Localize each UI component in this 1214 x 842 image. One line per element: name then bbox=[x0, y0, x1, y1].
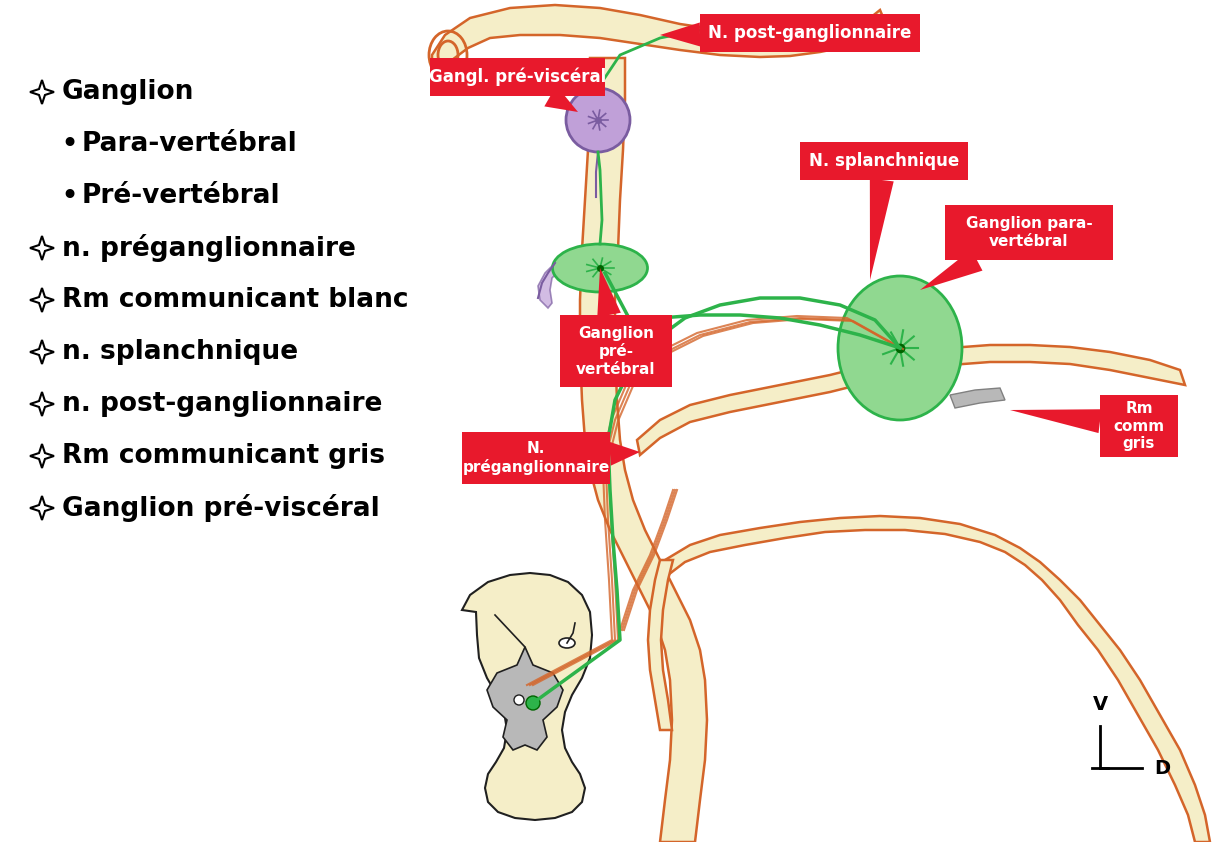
Ellipse shape bbox=[552, 244, 647, 292]
Polygon shape bbox=[432, 5, 885, 78]
Text: Ganglion para-
vertébral: Ganglion para- vertébral bbox=[965, 216, 1093, 248]
Polygon shape bbox=[544, 86, 578, 112]
Text: Gangl. pré-viscéral: Gangl. pré-viscéral bbox=[429, 67, 606, 86]
Text: Ganglion: Ganglion bbox=[62, 79, 194, 105]
FancyBboxPatch shape bbox=[700, 14, 920, 52]
Text: Pré-vertébral: Pré-vertébral bbox=[83, 183, 280, 209]
FancyBboxPatch shape bbox=[1100, 395, 1178, 457]
Text: Rm communicant gris: Rm communicant gris bbox=[62, 443, 385, 469]
Polygon shape bbox=[463, 573, 592, 820]
Circle shape bbox=[514, 695, 524, 705]
FancyBboxPatch shape bbox=[800, 142, 968, 180]
FancyBboxPatch shape bbox=[944, 205, 1113, 260]
Polygon shape bbox=[1010, 409, 1101, 433]
Text: Rm communicant blanc: Rm communicant blanc bbox=[62, 287, 408, 313]
Polygon shape bbox=[487, 647, 563, 750]
Text: N. post-ganglionnaire: N. post-ganglionnaire bbox=[708, 24, 912, 42]
Text: n. préganglionnaire: n. préganglionnaire bbox=[62, 234, 356, 262]
Text: N. splanchnique: N. splanchnique bbox=[809, 152, 959, 170]
Text: •: • bbox=[59, 130, 78, 158]
Polygon shape bbox=[597, 268, 620, 317]
Polygon shape bbox=[609, 442, 640, 466]
FancyBboxPatch shape bbox=[560, 315, 673, 387]
Polygon shape bbox=[951, 388, 1005, 408]
Text: n. splanchnique: n. splanchnique bbox=[62, 339, 299, 365]
Circle shape bbox=[526, 696, 540, 710]
Ellipse shape bbox=[558, 638, 575, 648]
Text: Ganglion
pré-
vertébral: Ganglion pré- vertébral bbox=[577, 326, 656, 376]
Text: Ganglion pré-viscéral: Ganglion pré-viscéral bbox=[62, 494, 380, 522]
Polygon shape bbox=[580, 58, 707, 842]
Polygon shape bbox=[920, 249, 982, 290]
Text: n. post-ganglionnaire: n. post-ganglionnaire bbox=[62, 391, 382, 417]
Text: Rm
comm
gris: Rm comm gris bbox=[1113, 401, 1164, 451]
Text: N.
préganglionnaire: N. préganglionnaire bbox=[463, 441, 609, 475]
Text: Para-vertébral: Para-vertébral bbox=[83, 131, 297, 157]
FancyBboxPatch shape bbox=[463, 432, 609, 484]
Polygon shape bbox=[660, 23, 700, 46]
Polygon shape bbox=[637, 345, 1185, 455]
Polygon shape bbox=[648, 560, 673, 730]
Polygon shape bbox=[538, 263, 560, 308]
Text: •: • bbox=[59, 182, 78, 210]
Text: D: D bbox=[1155, 759, 1170, 777]
Polygon shape bbox=[870, 179, 894, 280]
Polygon shape bbox=[665, 516, 1210, 842]
FancyBboxPatch shape bbox=[430, 58, 605, 96]
Ellipse shape bbox=[838, 276, 961, 420]
Circle shape bbox=[566, 88, 630, 152]
Text: V: V bbox=[1093, 695, 1107, 714]
